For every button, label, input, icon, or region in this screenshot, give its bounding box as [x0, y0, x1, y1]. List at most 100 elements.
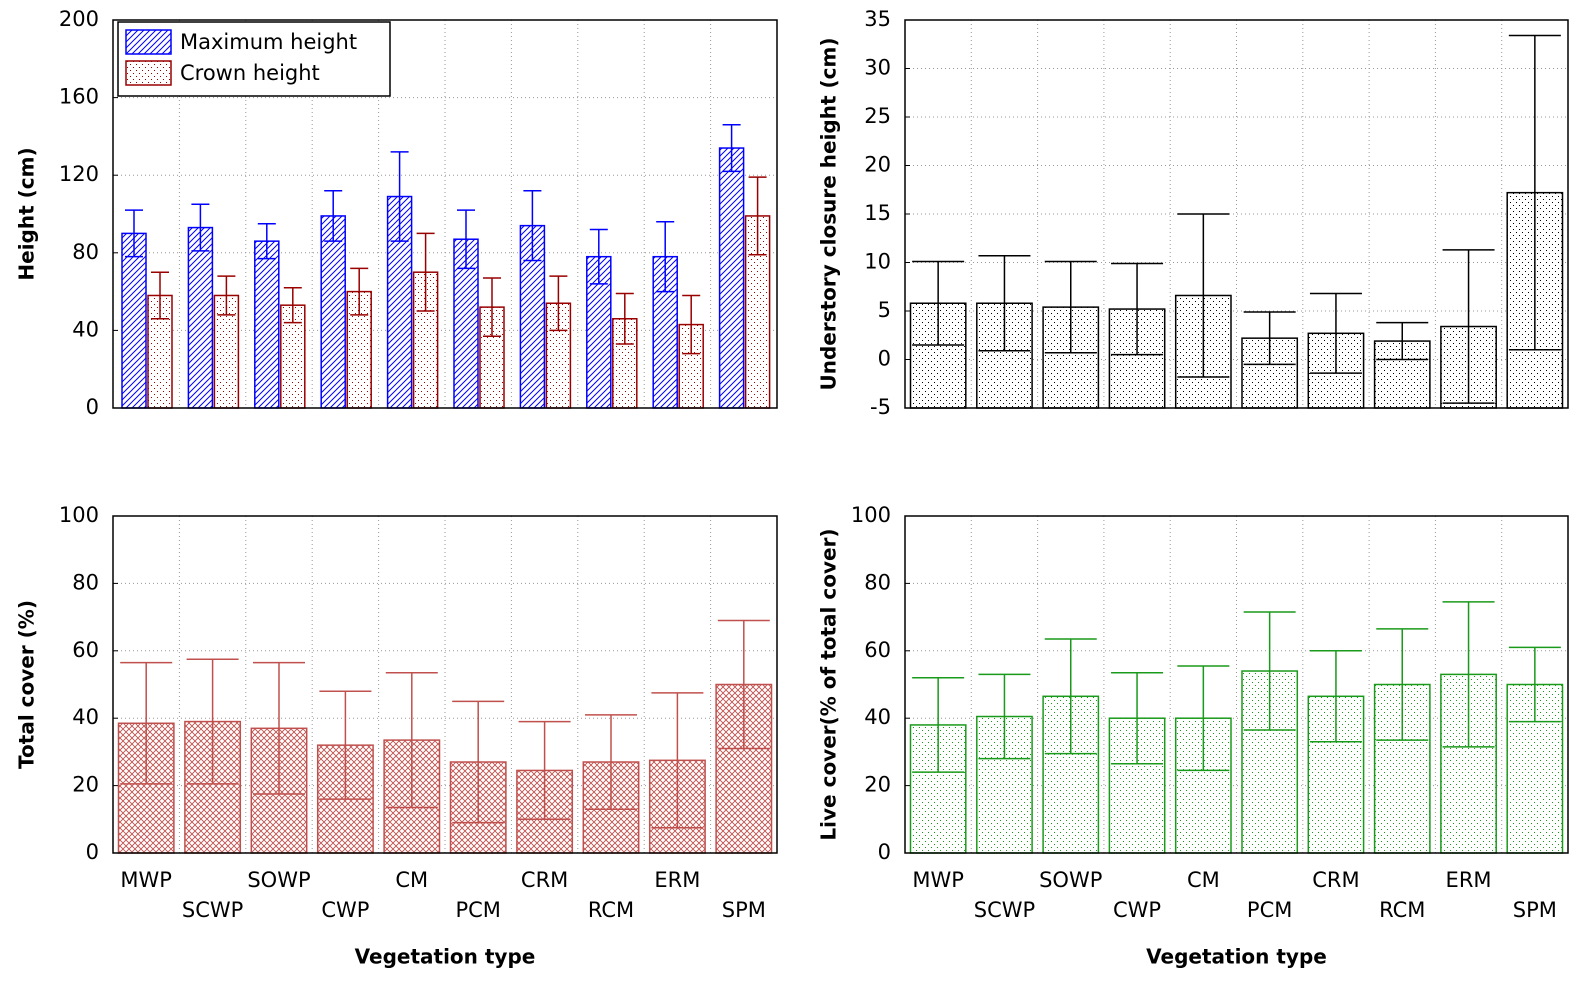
- error-bar: [978, 673, 1031, 760]
- error-bar: [912, 677, 965, 773]
- plot-frame: [112, 515, 778, 854]
- error-bar: [656, 221, 675, 293]
- error-bar: [151, 271, 169, 320]
- error-bar: [191, 203, 210, 252]
- x-axis-label: Vegetation type: [1146, 945, 1327, 969]
- x-tick-label: MWP: [120, 868, 172, 892]
- x-tick-label: SOWP: [247, 868, 310, 892]
- x-axis-label: Vegetation type: [355, 945, 536, 969]
- error-bar: [186, 658, 239, 785]
- y-tick-label: 0: [878, 840, 891, 864]
- error-bar: [416, 232, 435, 312]
- y-tick-label: 40: [72, 317, 99, 341]
- error-bar: [483, 277, 501, 337]
- error-bar: [748, 176, 767, 256]
- y-tick-label: 25: [864, 104, 891, 128]
- error-bar: [1044, 638, 1097, 755]
- error-bar: [1442, 249, 1495, 404]
- error-bar: [457, 209, 475, 270]
- error-bar: [217, 275, 236, 316]
- y-tick-label: 0: [86, 395, 99, 419]
- x-tick-label: SCWP: [974, 898, 1035, 922]
- error-bar: [1508, 34, 1561, 351]
- x-tick-label: PCM: [1247, 898, 1292, 922]
- bar: [121, 232, 147, 409]
- error-bar: [1376, 321, 1429, 361]
- error-bar: [257, 222, 276, 260]
- error-bar: [1177, 665, 1230, 772]
- y-axis-label: Understory closure height (cm): [817, 38, 841, 391]
- y-axis-label: Height (cm): [15, 147, 39, 280]
- y-tick-label: 100: [851, 503, 891, 527]
- error-bar: [1309, 650, 1362, 743]
- error-bar: [120, 661, 173, 785]
- x-tick-label: SPM: [1513, 898, 1557, 922]
- y-tick-label: 5: [878, 298, 891, 322]
- y-tick-label: 20: [864, 153, 891, 177]
- error-bar: [1111, 262, 1164, 356]
- error-bar: [1508, 646, 1561, 723]
- x-tick-label: ERM: [1446, 868, 1492, 892]
- y-tick-label: 80: [864, 570, 891, 594]
- error-bar: [452, 700, 505, 824]
- x-tick-label: CM: [395, 868, 428, 892]
- error-bar: [978, 254, 1031, 352]
- error-bar: [1044, 260, 1097, 354]
- plot-frame: [112, 19, 778, 409]
- error-bar: [1309, 292, 1362, 374]
- error-bar: [319, 690, 372, 800]
- y-tick-label: 40: [72, 705, 99, 729]
- x-tick-label: CRM: [521, 868, 568, 892]
- y-tick-label: 160: [59, 85, 99, 109]
- x-tick-label: ERM: [654, 868, 700, 892]
- y-tick-label: 0: [86, 840, 99, 864]
- error-bar: [585, 714, 637, 810]
- error-bar: [912, 260, 965, 346]
- bar: [187, 226, 214, 409]
- error-bar: [518, 720, 571, 821]
- error-bar: [1177, 213, 1230, 378]
- y-tick-label: 60: [864, 638, 891, 662]
- plot-frame: [904, 515, 1569, 854]
- error-bar: [385, 671, 438, 809]
- legend-swatch: [125, 29, 172, 55]
- error-bar: [682, 294, 701, 355]
- bar: [254, 240, 280, 409]
- x-tick-label: CM: [1187, 868, 1220, 892]
- error-bar: [125, 209, 143, 258]
- x-tick-label: SOWP: [1039, 868, 1102, 892]
- y-tick-label: 80: [72, 240, 99, 264]
- error-bar: [717, 619, 770, 750]
- error-bar: [523, 189, 542, 262]
- x-tick-label: PCM: [455, 898, 500, 922]
- x-tick-label: CWP: [321, 898, 369, 922]
- error-bar: [1111, 671, 1164, 765]
- y-axis-label: Total cover (%): [15, 600, 39, 769]
- error-bar: [253, 661, 305, 795]
- legend-label: Crown height: [180, 61, 320, 85]
- bar: [320, 215, 346, 409]
- error-bar: [1376, 628, 1429, 741]
- error-bar: [589, 228, 608, 285]
- error-bar: [615, 292, 634, 345]
- y-tick-label: 0: [878, 347, 891, 371]
- error-bar: [1442, 601, 1495, 748]
- error-bar: [1243, 611, 1296, 731]
- y-tick-label: 60: [72, 638, 99, 662]
- y-tick-label: 10: [864, 250, 891, 274]
- y-tick-label: 200: [59, 7, 99, 31]
- y-tick-label: 40: [864, 705, 891, 729]
- x-tick-label: CRM: [1312, 868, 1359, 892]
- y-axis-label: Live cover(% of total cover): [817, 528, 841, 840]
- y-tick-label: 30: [864, 56, 891, 80]
- error-bar: [350, 267, 369, 316]
- y-tick-label: -5: [870, 395, 891, 419]
- error-bar: [722, 124, 741, 173]
- x-tick-label: SPM: [722, 898, 766, 922]
- legend-label: Maximum height: [180, 30, 357, 54]
- bar: [718, 147, 745, 409]
- error-bar: [549, 275, 568, 332]
- y-tick-label: 20: [864, 773, 891, 797]
